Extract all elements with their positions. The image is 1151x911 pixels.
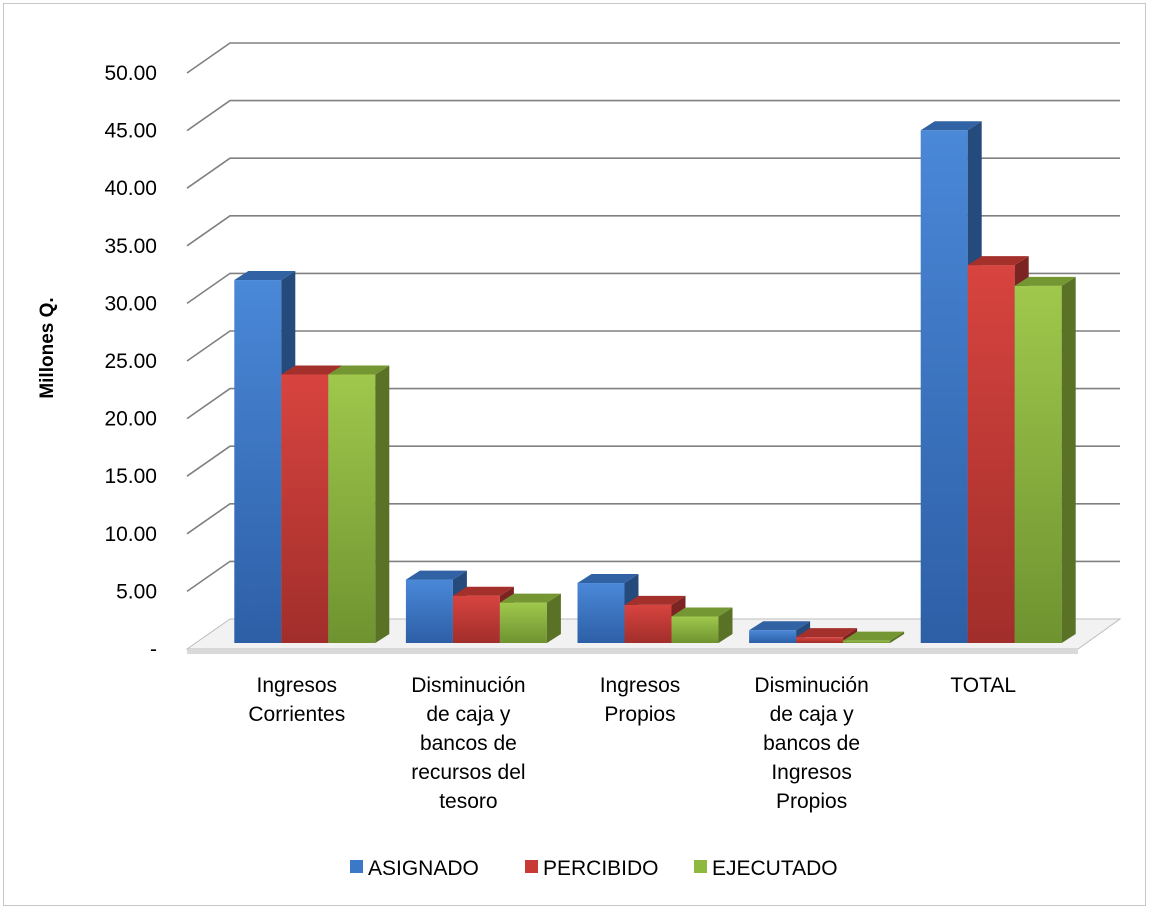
legend-item-percibido: PERCIBIDO	[525, 857, 659, 880]
gridline	[186, 330, 1120, 362]
gridline	[186, 215, 1120, 247]
bar-ejecutado	[671, 607, 733, 643]
gridline	[186, 99, 1120, 132]
bar-percibido	[624, 595, 686, 643]
x-category-label: bancos de	[420, 732, 517, 755]
x-category-label: Disminución	[754, 674, 868, 697]
bar-ejecutado	[1014, 276, 1076, 643]
x-category-label: recursos del	[411, 761, 525, 784]
y-tick-label: 10.00	[104, 523, 157, 546]
x-category-label: bancos de	[763, 732, 860, 755]
y-tick-label: 30.00	[104, 292, 157, 315]
x-category-label: Corrientes	[248, 703, 345, 726]
gridline	[186, 502, 1120, 535]
legend: ASIGNADO PERCIBIDO EJECUTADO	[350, 857, 838, 880]
y-tick-label: 20.00	[104, 408, 157, 431]
gridline	[186, 272, 1120, 305]
chart-floor-edge	[187, 649, 1078, 654]
y-tick-label: 50.00	[104, 62, 157, 85]
legend-label: EJECUTADO	[712, 857, 838, 880]
y-tick-label: 25.00	[104, 350, 157, 373]
gridline	[186, 445, 1120, 477]
gridline	[186, 387, 1120, 420]
bar-ejecutado	[328, 365, 390, 643]
x-category-label: tesoro	[439, 790, 497, 813]
y-tick-label: 45.00	[104, 120, 157, 143]
x-category-label: Disminución	[411, 674, 525, 697]
gridline	[186, 560, 1120, 593]
legend-item-ejecutado: EJECUTADO	[694, 857, 838, 880]
legend-swatch	[350, 860, 363, 873]
gridline	[186, 42, 1120, 74]
x-category-label: Ingresos	[257, 674, 338, 697]
gridline	[186, 157, 1120, 189]
y-axis-label: Millones Q.	[37, 297, 58, 398]
legend-label: PERCIBIDO	[543, 857, 659, 880]
plot-area: - 5.00 10.00 15.00 20.00 25.00 30.00 35.00 40.00…	[104, 42, 1122, 813]
y-tick-label: -	[150, 638, 157, 661]
x-category-label: de caja y	[770, 703, 855, 726]
x-category-label: Ingresos	[771, 761, 852, 784]
bar-ejecutado	[843, 631, 905, 643]
legend-swatch	[694, 860, 707, 873]
legend-swatch	[525, 860, 538, 873]
x-category-label: Propios	[776, 790, 847, 813]
y-tick-label: 40.00	[104, 177, 157, 200]
x-category-label: Ingresos	[600, 674, 681, 697]
y-tick-label: 5.00	[116, 580, 157, 603]
y-tick-label: 35.00	[104, 235, 157, 258]
y-tick-label: 15.00	[104, 465, 157, 488]
bar-ejecutado	[499, 593, 561, 643]
legend-item-asignado: ASIGNADO	[350, 857, 479, 880]
legend-label: ASIGNADO	[368, 857, 479, 880]
x-category-label: Propios	[604, 703, 675, 726]
x-category-label: de caja y	[426, 703, 511, 726]
x-category-label: TOTAL	[950, 674, 1016, 697]
